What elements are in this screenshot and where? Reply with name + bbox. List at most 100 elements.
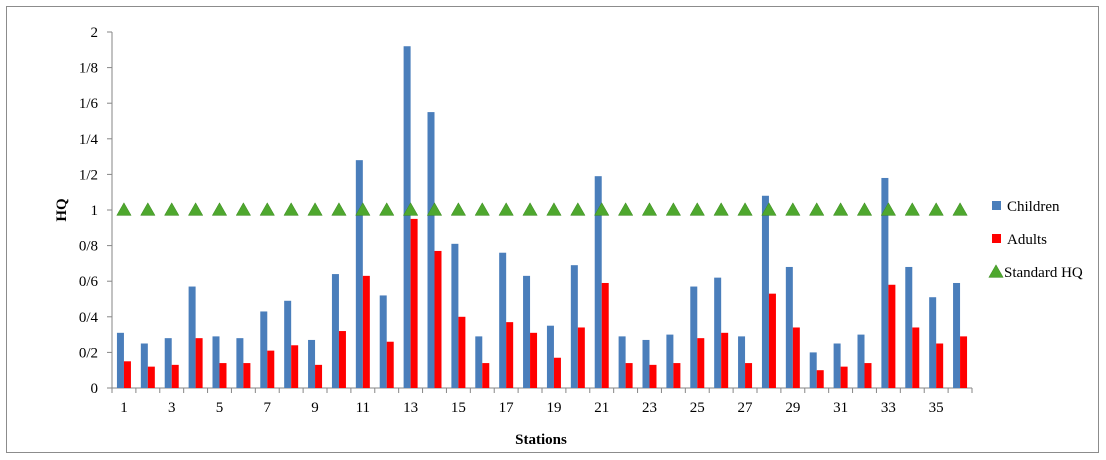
standard-hq-marker [187, 202, 204, 216]
adults-bar [768, 293, 776, 388]
x-tick-label: 15 [451, 400, 466, 416]
children-bar [284, 300, 292, 388]
standard-hq-marker [426, 202, 443, 216]
adults-bar [123, 361, 131, 388]
standard-hq-marker [952, 202, 968, 216]
x-tick-label: 5 [216, 400, 224, 416]
children-bar [642, 339, 650, 388]
children-bar [188, 286, 196, 388]
children-bar [570, 265, 578, 388]
children-bar [499, 252, 507, 388]
standard-hq-legend-swatch [988, 264, 1004, 278]
standard-hq-marker [856, 202, 873, 216]
x-axis-title: Stations [515, 432, 567, 448]
adults-bar [936, 343, 944, 388]
standard-hq-marker [832, 202, 849, 216]
standard-hq-marker [379, 202, 395, 216]
adults-bar [482, 363, 490, 388]
y-tick-label: 1/2 [79, 167, 98, 183]
children-bar [761, 195, 769, 388]
children-bar [379, 295, 387, 388]
standard-hq-marker [665, 202, 682, 216]
children-bar [523, 275, 531, 388]
standard-hq-marker [689, 202, 705, 216]
y-tick-label: 0/2 [79, 345, 98, 361]
children-bar [666, 334, 674, 388]
adults-bar [530, 332, 538, 388]
legend-label: Standard HQ [1004, 265, 1083, 281]
standard-hq-marker [737, 202, 753, 216]
adults-bar [864, 363, 872, 388]
y-tick-label: 0/4 [79, 310, 99, 326]
y-tick-label: 2 [91, 25, 99, 41]
x-tick-label: 17 [499, 400, 515, 416]
adults-bar [792, 327, 800, 388]
plot-area: 00/20/40/60/811/21/41/61/821 3 5 7 9 11 13 15 17… [79, 25, 973, 416]
standard-hq-marker [259, 202, 275, 216]
children-bar [212, 336, 220, 388]
children-bar [116, 332, 124, 388]
x-tick-label: 21 [594, 400, 609, 416]
children-bar [427, 112, 435, 388]
standard-hq-marker [402, 202, 419, 216]
y-tick-label: 1 [91, 203, 99, 219]
adults-bar [267, 350, 275, 388]
y-tick-label: 0 [91, 381, 99, 397]
standard-hq-marker [211, 202, 228, 216]
adults-bar [219, 363, 227, 388]
x-tick-label: 33 [881, 400, 896, 416]
x-tick-label: 27 [738, 400, 754, 416]
x-tick-label: 11 [356, 400, 370, 416]
standard-hq-marker [546, 202, 562, 216]
standard-hq-marker [355, 202, 371, 216]
adults-bar [697, 338, 705, 388]
children-bar [929, 297, 937, 388]
x-tick-label: 23 [642, 400, 657, 416]
adults-bar [458, 316, 466, 388]
x-tick-label: 1 [120, 400, 128, 416]
standard-hq-marker [307, 202, 323, 216]
adults-bar [410, 218, 418, 388]
adults-bar [386, 341, 394, 388]
x-tick-label: 3 [168, 400, 176, 416]
standard-hq-marker [522, 202, 538, 216]
adults-bar [721, 332, 729, 388]
children-bar [236, 338, 244, 388]
children-bar [738, 336, 746, 388]
children-bar [690, 286, 698, 388]
y-tick-label: 0/6 [79, 274, 99, 290]
standard-hq-marker [880, 202, 897, 216]
children-bar [905, 266, 913, 388]
standard-hq-marker [331, 202, 347, 216]
legend-label: Children [1007, 199, 1060, 215]
children-bar [714, 277, 722, 388]
standard-hq-marker [164, 202, 180, 216]
adults-bar [553, 357, 561, 388]
y-axis-title: HQ [54, 198, 70, 222]
adults-bar [506, 322, 514, 388]
children-bar [140, 343, 148, 388]
adults-bar [195, 338, 203, 388]
standard-hq-marker [785, 202, 801, 216]
adults-bar [315, 364, 323, 388]
adults-bar [577, 327, 585, 388]
children-bar [857, 334, 865, 388]
children-bar [260, 311, 268, 388]
standard-hq-marker [283, 202, 299, 216]
children-bar [833, 343, 841, 388]
y-tick-label: 1/6 [79, 96, 99, 112]
y-tick-label: 1/8 [79, 61, 98, 77]
x-tick-label: 25 [690, 400, 705, 416]
x-tick-label: 13 [403, 400, 418, 416]
children-bar [546, 325, 554, 388]
adults-bar [291, 345, 299, 388]
x-tick-label: 35 [929, 400, 944, 416]
standard-hq-marker [904, 202, 920, 216]
children-bar [785, 266, 793, 388]
adults-bar [673, 363, 681, 388]
standard-hq-marker [116, 202, 132, 216]
x-tick-label: 29 [785, 400, 800, 416]
children-bar [331, 274, 339, 388]
standard-hq-marker [570, 202, 586, 216]
